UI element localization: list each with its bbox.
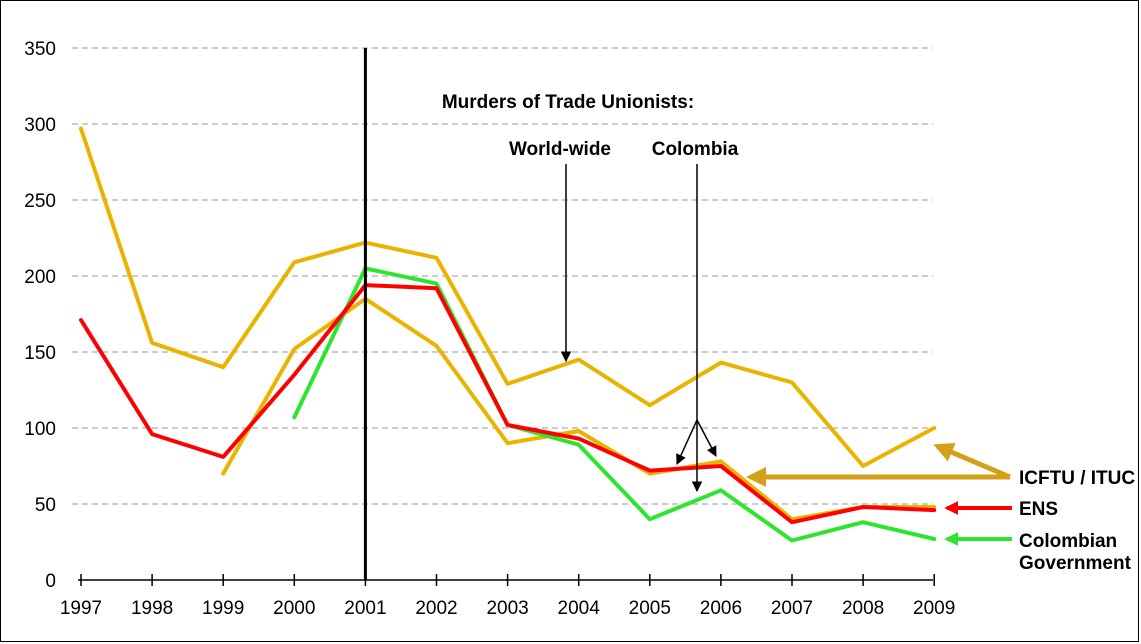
- series-line-gov: [292, 266, 937, 543]
- x-tick-label: 2008: [842, 598, 884, 619]
- x-tick-label: 2003: [486, 598, 528, 619]
- x-tick-label: 2000: [273, 598, 315, 619]
- annotation-title: Murders of Trade Unionists:: [442, 92, 694, 113]
- x-tick-label: 2005: [629, 598, 671, 619]
- legend-ituc: ICFTU / ITUC: [1019, 468, 1135, 489]
- x-tick-label: 2007: [771, 598, 813, 619]
- series-line-ens: [79, 283, 937, 525]
- legend-government: Government: [1019, 553, 1132, 574]
- y-tick-label: 150: [24, 343, 56, 364]
- y-tick-label: 100: [24, 419, 56, 440]
- series-line-world: [79, 126, 937, 468]
- x-tick-label: 1998: [131, 598, 173, 619]
- colombia-pointer-arrow-left: [676, 419, 698, 465]
- x-tick-label: 2001: [344, 598, 386, 619]
- y-tick-label: 0: [45, 571, 56, 592]
- y-tick-label: 350: [24, 39, 56, 60]
- x-tick-label: 2006: [700, 598, 742, 619]
- y-tick-label: 50: [35, 495, 56, 516]
- y-tick-label: 300: [24, 115, 56, 136]
- x-tick-label: 2002: [415, 598, 457, 619]
- y-tick-label: 250: [24, 191, 56, 212]
- ituc-legend-arrow-worldwide: [933, 443, 1011, 480]
- y-tick-label: 200: [24, 267, 56, 288]
- annotation-colombia: Colombia: [652, 139, 739, 160]
- annotation-world-wide: World-wide: [509, 139, 611, 160]
- series-lines: [79, 126, 937, 543]
- y-axis-ticks: 0 50 100 150 200 250 300 350: [24, 39, 56, 592]
- colombia-pointer-arrow-right: [696, 419, 717, 457]
- x-tick-label: 1999: [202, 598, 244, 619]
- x-tick-label: 1997: [60, 598, 102, 619]
- gridlines: [72, 47, 933, 505]
- legend-ens: ENS: [1019, 499, 1058, 520]
- x-tick-label: 2004: [558, 598, 601, 619]
- legend-colombian: Colombian: [1019, 531, 1117, 552]
- x-tick-label: 2009: [913, 598, 955, 619]
